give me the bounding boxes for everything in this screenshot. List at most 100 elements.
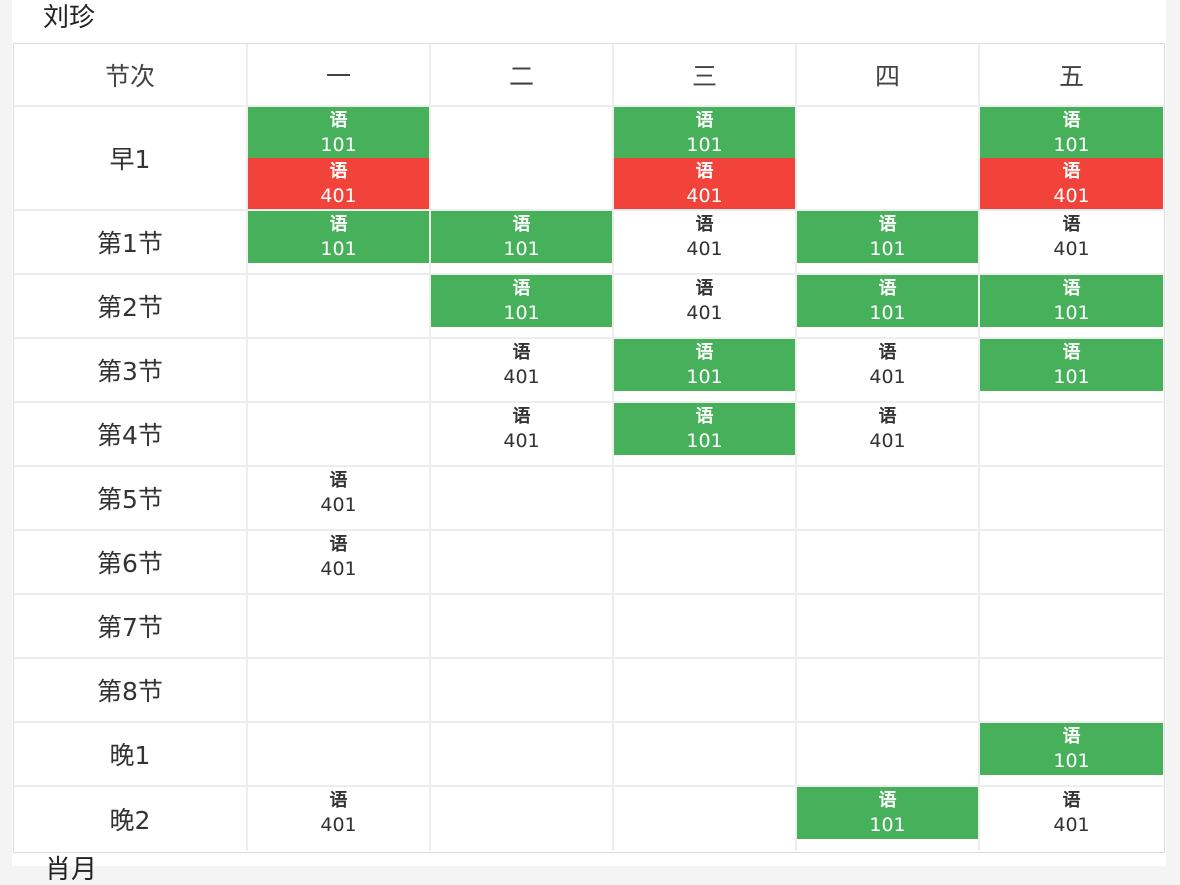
class-entry[interactable]: 语 401 [248,467,429,519]
class-room: 101 [869,814,906,836]
class-entry[interactable]: 语 101 [248,107,429,158]
timetable-cell[interactable] [797,531,980,595]
timetable-cell[interactable] [980,531,1163,595]
timetable-cell[interactable] [431,787,614,851]
timetable-cell[interactable]: 语 101 [431,275,614,339]
timetable-cell[interactable] [431,107,614,211]
next-teacher-name: 肖月 [45,855,98,885]
class-subject: 语 [329,214,348,235]
header-day-4: 四 [797,44,980,107]
class-room: 401 [503,366,540,388]
class-subject: 语 [329,534,348,555]
timetable-cell[interactable]: 语 101 语 401 [614,107,797,211]
timetable-cell[interactable]: 语 101 [614,403,797,467]
class-entry[interactable]: 语 401 [248,158,429,209]
timetable-cell[interactable]: 语 401 [614,275,797,339]
class-room: 101 [503,238,540,260]
timetable-cell[interactable] [797,723,980,787]
timetable-cell[interactable]: 语 401 [431,339,614,403]
period-label: 第5节 [14,467,248,531]
timetable-cell[interactable] [980,659,1163,723]
timetable-cell[interactable]: 语 101 [797,275,980,339]
class-entry[interactable]: 语 401 [980,158,1163,209]
class-entry[interactable]: 语 101 [614,403,795,455]
class-entry[interactable]: 语 401 [980,211,1163,263]
timetable-cell[interactable] [797,595,980,659]
timetable-cell[interactable]: 语 101 [980,339,1163,403]
timetable-cell[interactable]: 语 101 语 401 [248,107,431,211]
class-entry[interactable]: 语 101 [980,339,1163,391]
class-entry[interactable]: 语 401 [614,158,795,209]
timetable-cell[interactable] [248,339,431,403]
class-entry[interactable]: 语 101 [431,275,612,327]
class-entry[interactable]: 语 101 [980,275,1163,327]
timetable-cell[interactable]: 语 401 [797,403,980,467]
timetable-cell[interactable] [248,659,431,723]
class-entry[interactable]: 语 101 [614,339,795,391]
timetable-cell[interactable] [614,531,797,595]
timetable-cell[interactable]: 语 401 [248,467,431,531]
timetable-cell[interactable]: 语 101 [797,787,980,851]
period-label: 第3节 [14,339,248,403]
class-entry[interactable]: 语 401 [248,787,429,839]
class-room: 401 [320,184,357,207]
timetable-cell[interactable]: 语 401 [431,403,614,467]
timetable-cell[interactable]: 语 101 [248,211,431,275]
class-entry[interactable]: 语 401 [797,403,978,455]
timetable-cell[interactable] [431,659,614,723]
class-entry[interactable]: 语 101 [797,787,978,839]
timetable-cell[interactable] [797,659,980,723]
timetable-cell[interactable]: 语 401 [980,787,1163,851]
timetable-cell[interactable]: 语 401 [980,211,1163,275]
class-entry[interactable]: 语 101 [980,107,1163,158]
class-entry[interactable]: 语 401 [248,531,429,583]
class-entry[interactable]: 语 401 [980,787,1163,839]
timetable-cell[interactable]: 语 101 [980,723,1163,787]
class-entry[interactable]: 语 101 [797,275,978,327]
timetable-cell[interactable] [980,467,1163,531]
timetable-cell[interactable] [797,467,980,531]
class-subject: 语 [878,278,897,299]
class-entry[interactable]: 语 401 [614,275,795,327]
class-entry[interactable]: 语 401 [431,339,612,391]
class-entry[interactable]: 语 101 [614,107,795,158]
class-entry[interactable]: 语 101 [431,211,612,263]
timetable-cell[interactable]: 语 101 [431,211,614,275]
class-entry[interactable]: 语 401 [614,211,795,263]
timetable-cell[interactable] [797,107,980,211]
timetable-cell[interactable] [248,595,431,659]
class-room: 101 [1053,366,1090,388]
timetable-cell[interactable] [614,595,797,659]
class-entry[interactable]: 语 401 [431,403,612,455]
header-period-label: 节次 [14,44,248,107]
class-room: 101 [320,238,357,260]
class-entry[interactable]: 语 401 [797,339,978,391]
class-entry[interactable]: 语 101 [248,211,429,263]
timetable-cell[interactable]: 语 401 [614,211,797,275]
timetable-cell[interactable]: 语 101 [980,275,1163,339]
timetable-cell[interactable]: 语 401 [248,531,431,595]
timetable-cell[interactable] [248,275,431,339]
timetable-cell[interactable] [614,723,797,787]
timetable-cell[interactable] [431,531,614,595]
timetable-cell[interactable] [431,467,614,531]
timetable-cell[interactable] [431,723,614,787]
timetable-cell[interactable]: 语 401 [797,339,980,403]
timetable-cell[interactable]: 语 101 [614,339,797,403]
timetable-cell[interactable] [248,723,431,787]
timetable-cell[interactable]: 语 101 [797,211,980,275]
timetable-cell[interactable] [614,787,797,851]
class-entry[interactable]: 语 101 [980,723,1163,775]
class-subject: 语 [512,214,531,235]
timetable-cell[interactable] [980,595,1163,659]
timetable-cell[interactable]: 语 401 [248,787,431,851]
timetable-cell[interactable] [248,403,431,467]
timetable-cell[interactable] [431,595,614,659]
period-label: 第2节 [14,275,248,339]
class-entry[interactable]: 语 101 [797,211,978,263]
timetable-cell[interactable] [980,403,1163,467]
timetable-cell[interactable]: 语 101 语 401 [980,107,1163,211]
class-room: 101 [869,238,906,260]
timetable-cell[interactable] [614,467,797,531]
timetable-cell[interactable] [614,659,797,723]
